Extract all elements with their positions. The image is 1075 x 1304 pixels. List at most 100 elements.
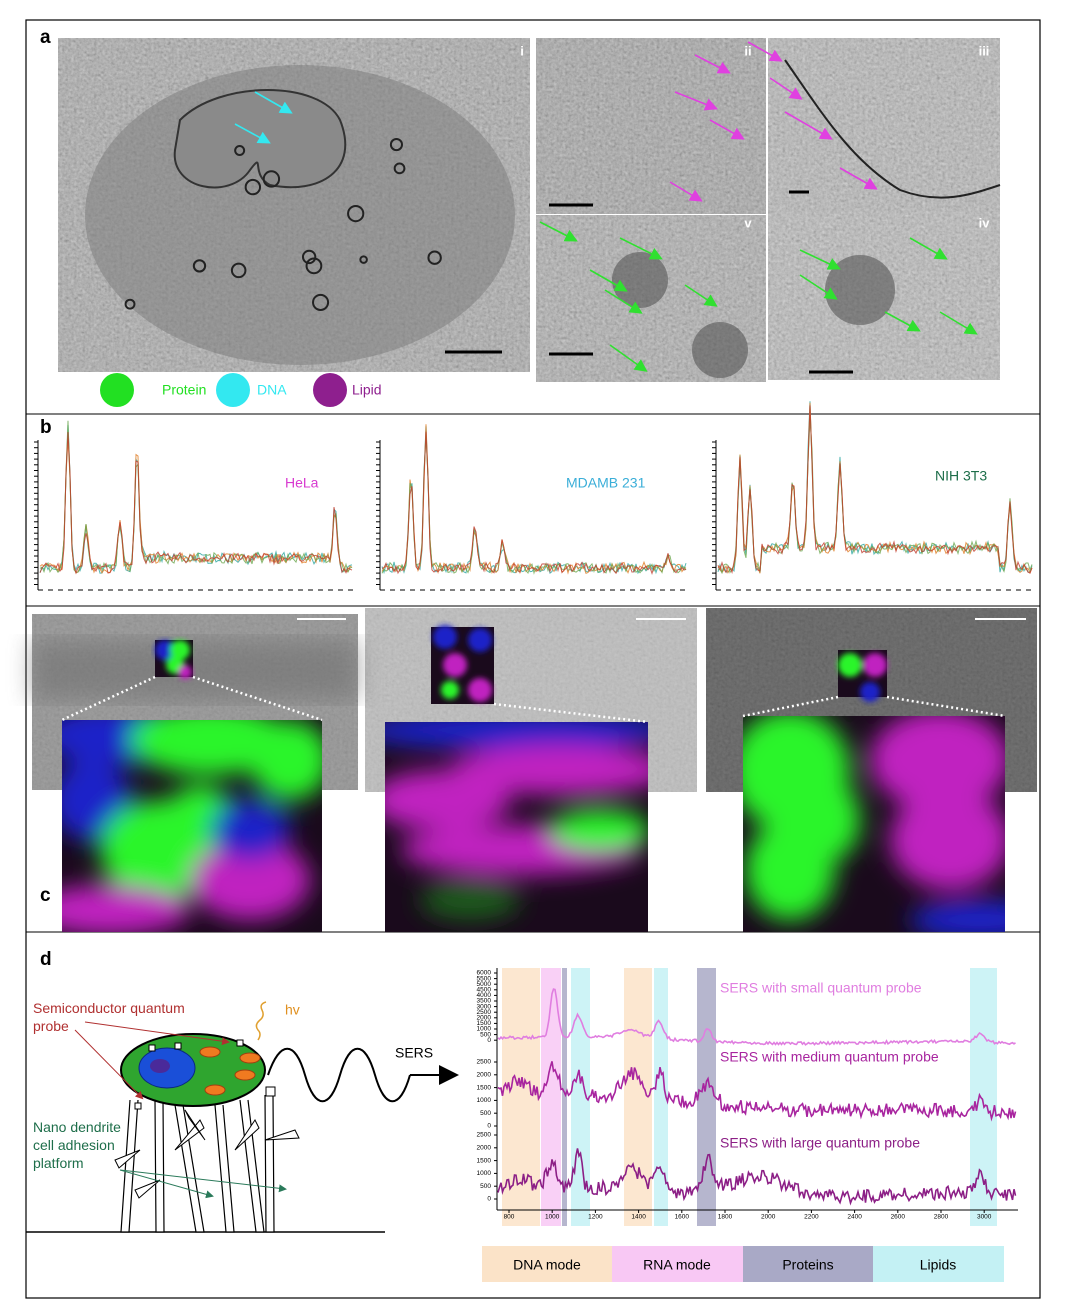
map-blob (210, 800, 290, 860)
inset-blob (468, 628, 492, 652)
arrow (709, 119, 745, 140)
organelle (347, 204, 365, 223)
inset-blob (863, 653, 887, 677)
y-tick-label: 1500 (477, 1157, 492, 1164)
panel-label: a (40, 27, 51, 48)
map-blob (910, 900, 1005, 932)
arrow (609, 344, 648, 372)
y-tick-label: 2000 (477, 1145, 492, 1152)
panel-label: b (40, 417, 52, 438)
granule (825, 255, 895, 325)
subpanel-label: v (744, 215, 752, 230)
sers-spectrum (497, 1061, 1017, 1122)
arrow (684, 284, 718, 307)
probe (148, 1044, 156, 1052)
organelle (389, 138, 404, 152)
y-tick-label: 4000 (477, 992, 492, 999)
zoom-guide (61, 675, 156, 722)
map-blob (800, 780, 860, 860)
band-key (743, 1246, 874, 1282)
subpanel-label: iii (979, 43, 990, 58)
organelle (234, 145, 246, 157)
x-tick-label: 1200 (588, 1214, 603, 1221)
mitochondria (234, 1069, 256, 1081)
arrow (939, 311, 978, 335)
subpanel-label: i (520, 43, 524, 58)
probe-label-box: Semiconductor quantum probe (33, 1000, 185, 1034)
spectrum (39, 420, 353, 574)
band-key (873, 1246, 1004, 1282)
spectrum (39, 424, 353, 574)
sers-spectrum (497, 988, 1016, 1046)
inset-blob (433, 625, 457, 649)
branch (134, 1179, 161, 1199)
platform-label-box: Nano dendrite cell adhesion platform (33, 1119, 121, 1171)
branch (114, 1149, 141, 1169)
dendrite (264, 1094, 275, 1233)
y-tick-label: 4500 (477, 987, 492, 994)
x-tick-label: 2200 (804, 1214, 819, 1221)
arrow (799, 249, 841, 270)
map-blob (450, 745, 648, 795)
organelle (301, 249, 317, 265)
subpanel-label: iv (979, 215, 991, 230)
arrow (234, 123, 271, 144)
frame (25, 19, 1041, 1299)
nucleolus (150, 1059, 170, 1073)
spectrum-label: SERS with small quantum probe (720, 980, 922, 996)
arrow (539, 221, 578, 242)
spectrum (381, 431, 687, 576)
mitochondria (239, 1052, 261, 1064)
cell-band (32, 640, 358, 700)
y-tick-label: 1000 (477, 1097, 492, 1104)
map-blobs (743, 716, 1005, 932)
x-tick-label: 800 (504, 1214, 515, 1221)
probe (265, 1086, 276, 1097)
granule (692, 322, 748, 378)
band-label: Lipids (920, 1257, 957, 1273)
y-tick-label: 2000 (477, 1015, 492, 1022)
y-tick-label: 1000 (477, 1170, 492, 1177)
arrow (669, 181, 703, 202)
legend-label: DNA (257, 382, 287, 398)
y-tick-label: 0 (487, 1123, 491, 1130)
photon (255, 1001, 267, 1041)
band-label: DNA mode (513, 1257, 581, 1273)
organelle (244, 178, 262, 196)
spectrum (381, 424, 687, 575)
organelle (427, 250, 442, 265)
map-blob (890, 790, 1005, 890)
map-blob (250, 720, 322, 800)
branch (264, 1129, 300, 1141)
inset-blob (468, 678, 492, 702)
y-tick-label: 0 (487, 1037, 491, 1044)
branch (184, 1109, 206, 1141)
map-blobs (385, 722, 648, 920)
arrow (884, 311, 921, 332)
spectrum (717, 405, 1033, 574)
legend-swatch (216, 373, 250, 407)
sers-wave (267, 1047, 411, 1103)
membrane (784, 59, 1001, 199)
spectrum (39, 438, 353, 574)
organelle (305, 257, 323, 275)
band (697, 968, 716, 1226)
organelle (124, 298, 136, 310)
x-tick-label: 2600 (891, 1214, 906, 1221)
band-label: Proteins (782, 1257, 833, 1273)
inset-blob (170, 640, 190, 660)
zoom-guide (742, 695, 839, 718)
band-key (482, 1246, 613, 1282)
inset-blob (155, 640, 175, 660)
dendrite (120, 1099, 139, 1233)
raman-map (62, 720, 322, 932)
raman-map (385, 722, 648, 932)
light-label: hv (285, 1002, 300, 1018)
x-tick-label: 3000 (977, 1214, 992, 1221)
map-blob (385, 770, 510, 830)
organelle (230, 262, 247, 279)
pointer (74, 1029, 144, 1100)
inset-blob (860, 682, 880, 702)
y-tick-label: 1000 (477, 1026, 492, 1033)
